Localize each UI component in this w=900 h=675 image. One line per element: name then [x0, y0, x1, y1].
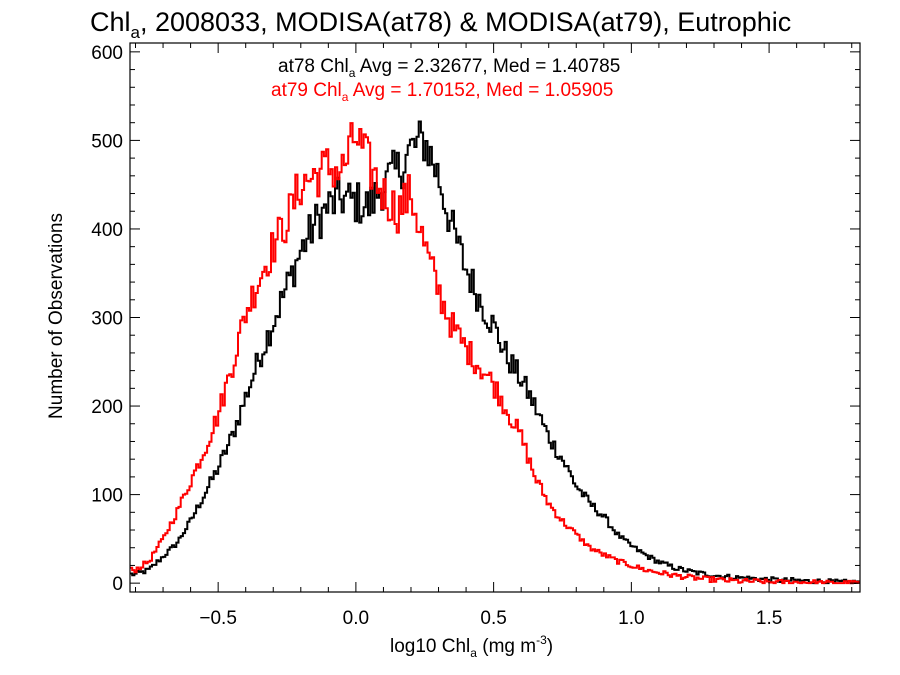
y-tick-label: 500: [91, 131, 123, 152]
x-axis-label-mid: (mg m: [477, 636, 536, 657]
y-tick-label: 0: [112, 574, 123, 595]
x-axis-label-end: ): [547, 636, 553, 657]
series-line-at79: [130, 122, 861, 585]
chart-title-subscript: a: [131, 23, 141, 42]
legend-at79-subscript: a: [342, 90, 349, 104]
legend-at78-prefix: at78 Chl: [278, 56, 349, 77]
legend-at78: at78 Chla Avg = 2.32677, Med = 1.40785: [278, 56, 620, 80]
y-tick-label: 400: [91, 220, 123, 241]
legend-at78-stats: Avg = 2.32677, Med = 1.40785: [355, 56, 620, 77]
x-tick-label: 1.0: [618, 608, 644, 629]
x-tick-label: 1.5: [756, 608, 782, 629]
legend-at78-subscript: a: [349, 66, 356, 80]
axis-ticks: −0.5 0.0 0.5 1.0 1.5 0 100 200 300 400 500 600: [91, 43, 860, 629]
chart-title-rest: , 2008033, MODISA(at78) & MODISA(at79), …: [140, 7, 791, 37]
y-axis-label: Number of Observations: [46, 213, 67, 419]
y-tick-label: 300: [91, 309, 123, 330]
chart-title-main: Chl: [90, 7, 131, 37]
chart-title: Chla, 2008033, MODISA(at78) & MODISA(at7…: [90, 7, 791, 42]
x-axis-label-main: log10 Chl: [390, 636, 470, 657]
legend-at79-prefix: at79 Chl: [271, 80, 342, 101]
legend-at79: at79 Chla Avg = 1.70152, Med = 1.05905: [271, 80, 613, 104]
series-line-at78: [130, 120, 861, 585]
legend-at79-stats: Avg = 1.70152, Med = 1.05905: [348, 80, 613, 101]
x-axis-label-superscript: -3: [536, 633, 547, 647]
y-tick-label: 600: [91, 43, 123, 64]
x-axis-label: log10 Chla (mg m-3): [390, 633, 553, 660]
y-tick-label: 200: [91, 397, 123, 418]
series-layer: [130, 120, 861, 585]
x-tick-label: 0.5: [480, 608, 506, 629]
x-tick-label: −0.5: [199, 608, 237, 629]
x-axis-label-subscript: a: [470, 646, 477, 660]
y-tick-label: 100: [91, 486, 123, 507]
x-tick-label: 0.0: [343, 608, 369, 629]
plot-frame: [129, 42, 861, 593]
